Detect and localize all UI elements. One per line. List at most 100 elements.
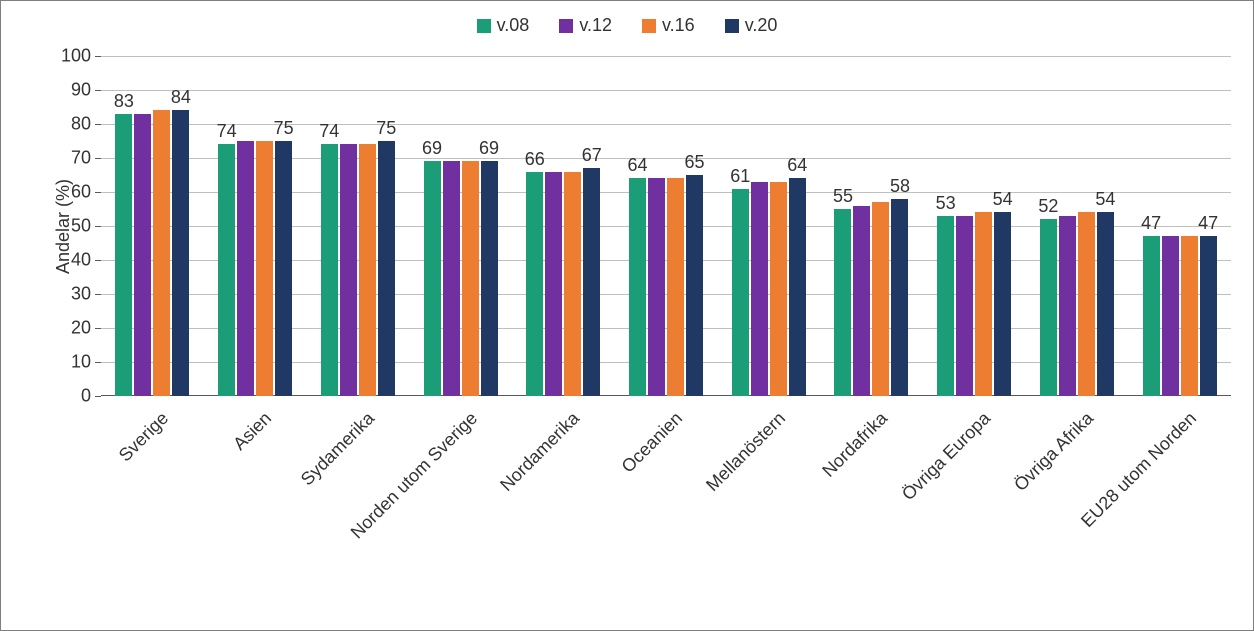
bar [115,114,132,396]
y-tick-label: 30 [51,284,91,305]
bar [275,141,292,396]
bar [359,144,376,396]
y-tickmark [95,260,101,261]
bar [872,202,889,396]
y-tick-label: 70 [51,148,91,169]
legend-item-0: v.08 [477,15,530,36]
bar-value-label: 67 [582,145,602,166]
legend-swatch-3 [725,19,739,33]
y-tickmark [95,192,101,193]
bar [770,182,787,396]
bar-value-label: 53 [936,193,956,214]
bar [629,178,646,396]
y-tick-label: 90 [51,80,91,101]
bar [751,182,768,396]
bar [1078,212,1095,396]
bar-value-label: 75 [376,118,396,139]
gridline [101,56,1231,57]
bar [975,212,992,396]
bar [667,178,684,396]
bar [340,144,357,396]
bar-value-label: 65 [684,152,704,173]
bar [134,114,151,396]
bar [1200,236,1217,396]
bar [853,206,870,396]
bar-value-label: 55 [833,186,853,207]
bar [237,141,254,396]
y-tickmark [95,226,101,227]
bar [994,212,1011,396]
bar-value-label: 47 [1198,213,1218,234]
legend-label-2: v.16 [662,15,695,36]
plot-area: 0102030405060708090100SverigeAsienSydame… [101,56,1231,396]
bar-value-label: 47 [1141,213,1161,234]
y-tickmark [95,90,101,91]
y-tickmark [95,56,101,57]
bar [378,141,395,396]
gridline [101,124,1231,125]
y-tickmark [95,294,101,295]
bar-value-label: 66 [525,149,545,170]
bar [891,199,908,396]
y-tickmark [95,124,101,125]
bar [1162,236,1179,396]
bar-value-label: 58 [890,176,910,197]
bar [256,141,273,396]
legend: v.08 v.12 v.16 v.20 [1,15,1253,36]
y-tick-label: 0 [51,386,91,407]
bar-value-label: 64 [627,155,647,176]
bar [172,110,189,396]
gridline [101,90,1231,91]
y-tickmark [95,158,101,159]
legend-item-3: v.20 [725,15,778,36]
bar-value-label: 69 [422,138,442,159]
bar [686,175,703,396]
bar-value-label: 74 [217,121,237,142]
bar [443,161,460,396]
bar [583,168,600,396]
bar-value-label: 69 [479,138,499,159]
bar-value-label: 54 [993,189,1013,210]
bar [424,161,441,396]
legend-swatch-1 [559,19,573,33]
bar-value-label: 84 [171,87,191,108]
bar-value-label: 52 [1038,196,1058,217]
y-tick-label: 10 [51,352,91,373]
bar [732,189,749,396]
bar-value-label: 61 [730,166,750,187]
y-tick-label: 100 [51,46,91,67]
legend-swatch-2 [642,19,656,33]
chart-frame: v.08 v.12 v.16 v.20 Andelar (%) 01020304… [0,0,1254,631]
bar [321,144,338,396]
bar-value-label: 54 [1095,189,1115,210]
legend-swatch-0 [477,19,491,33]
bar [481,161,498,396]
bar-value-label: 75 [274,118,294,139]
y-tickmark [95,396,101,397]
bar [648,178,665,396]
legend-label-1: v.12 [579,15,612,36]
bar [1143,236,1160,396]
y-tick-label: 20 [51,318,91,339]
bar [218,144,235,396]
legend-item-1: v.12 [559,15,612,36]
bar [1040,219,1057,396]
bar [153,110,170,396]
bar [526,172,543,396]
y-tickmark [95,362,101,363]
bar [937,216,954,396]
bar [564,172,581,396]
bar [462,161,479,396]
y-tick-label: 40 [51,250,91,271]
bar [545,172,562,396]
bar [1181,236,1198,396]
bar [1059,216,1076,396]
bar-value-label: 83 [114,91,134,112]
bar [1097,212,1114,396]
bar [834,209,851,396]
y-tick-label: 50 [51,216,91,237]
bar [956,216,973,396]
y-tick-label: 80 [51,114,91,135]
legend-label-0: v.08 [497,15,530,36]
bar-value-label: 64 [787,155,807,176]
